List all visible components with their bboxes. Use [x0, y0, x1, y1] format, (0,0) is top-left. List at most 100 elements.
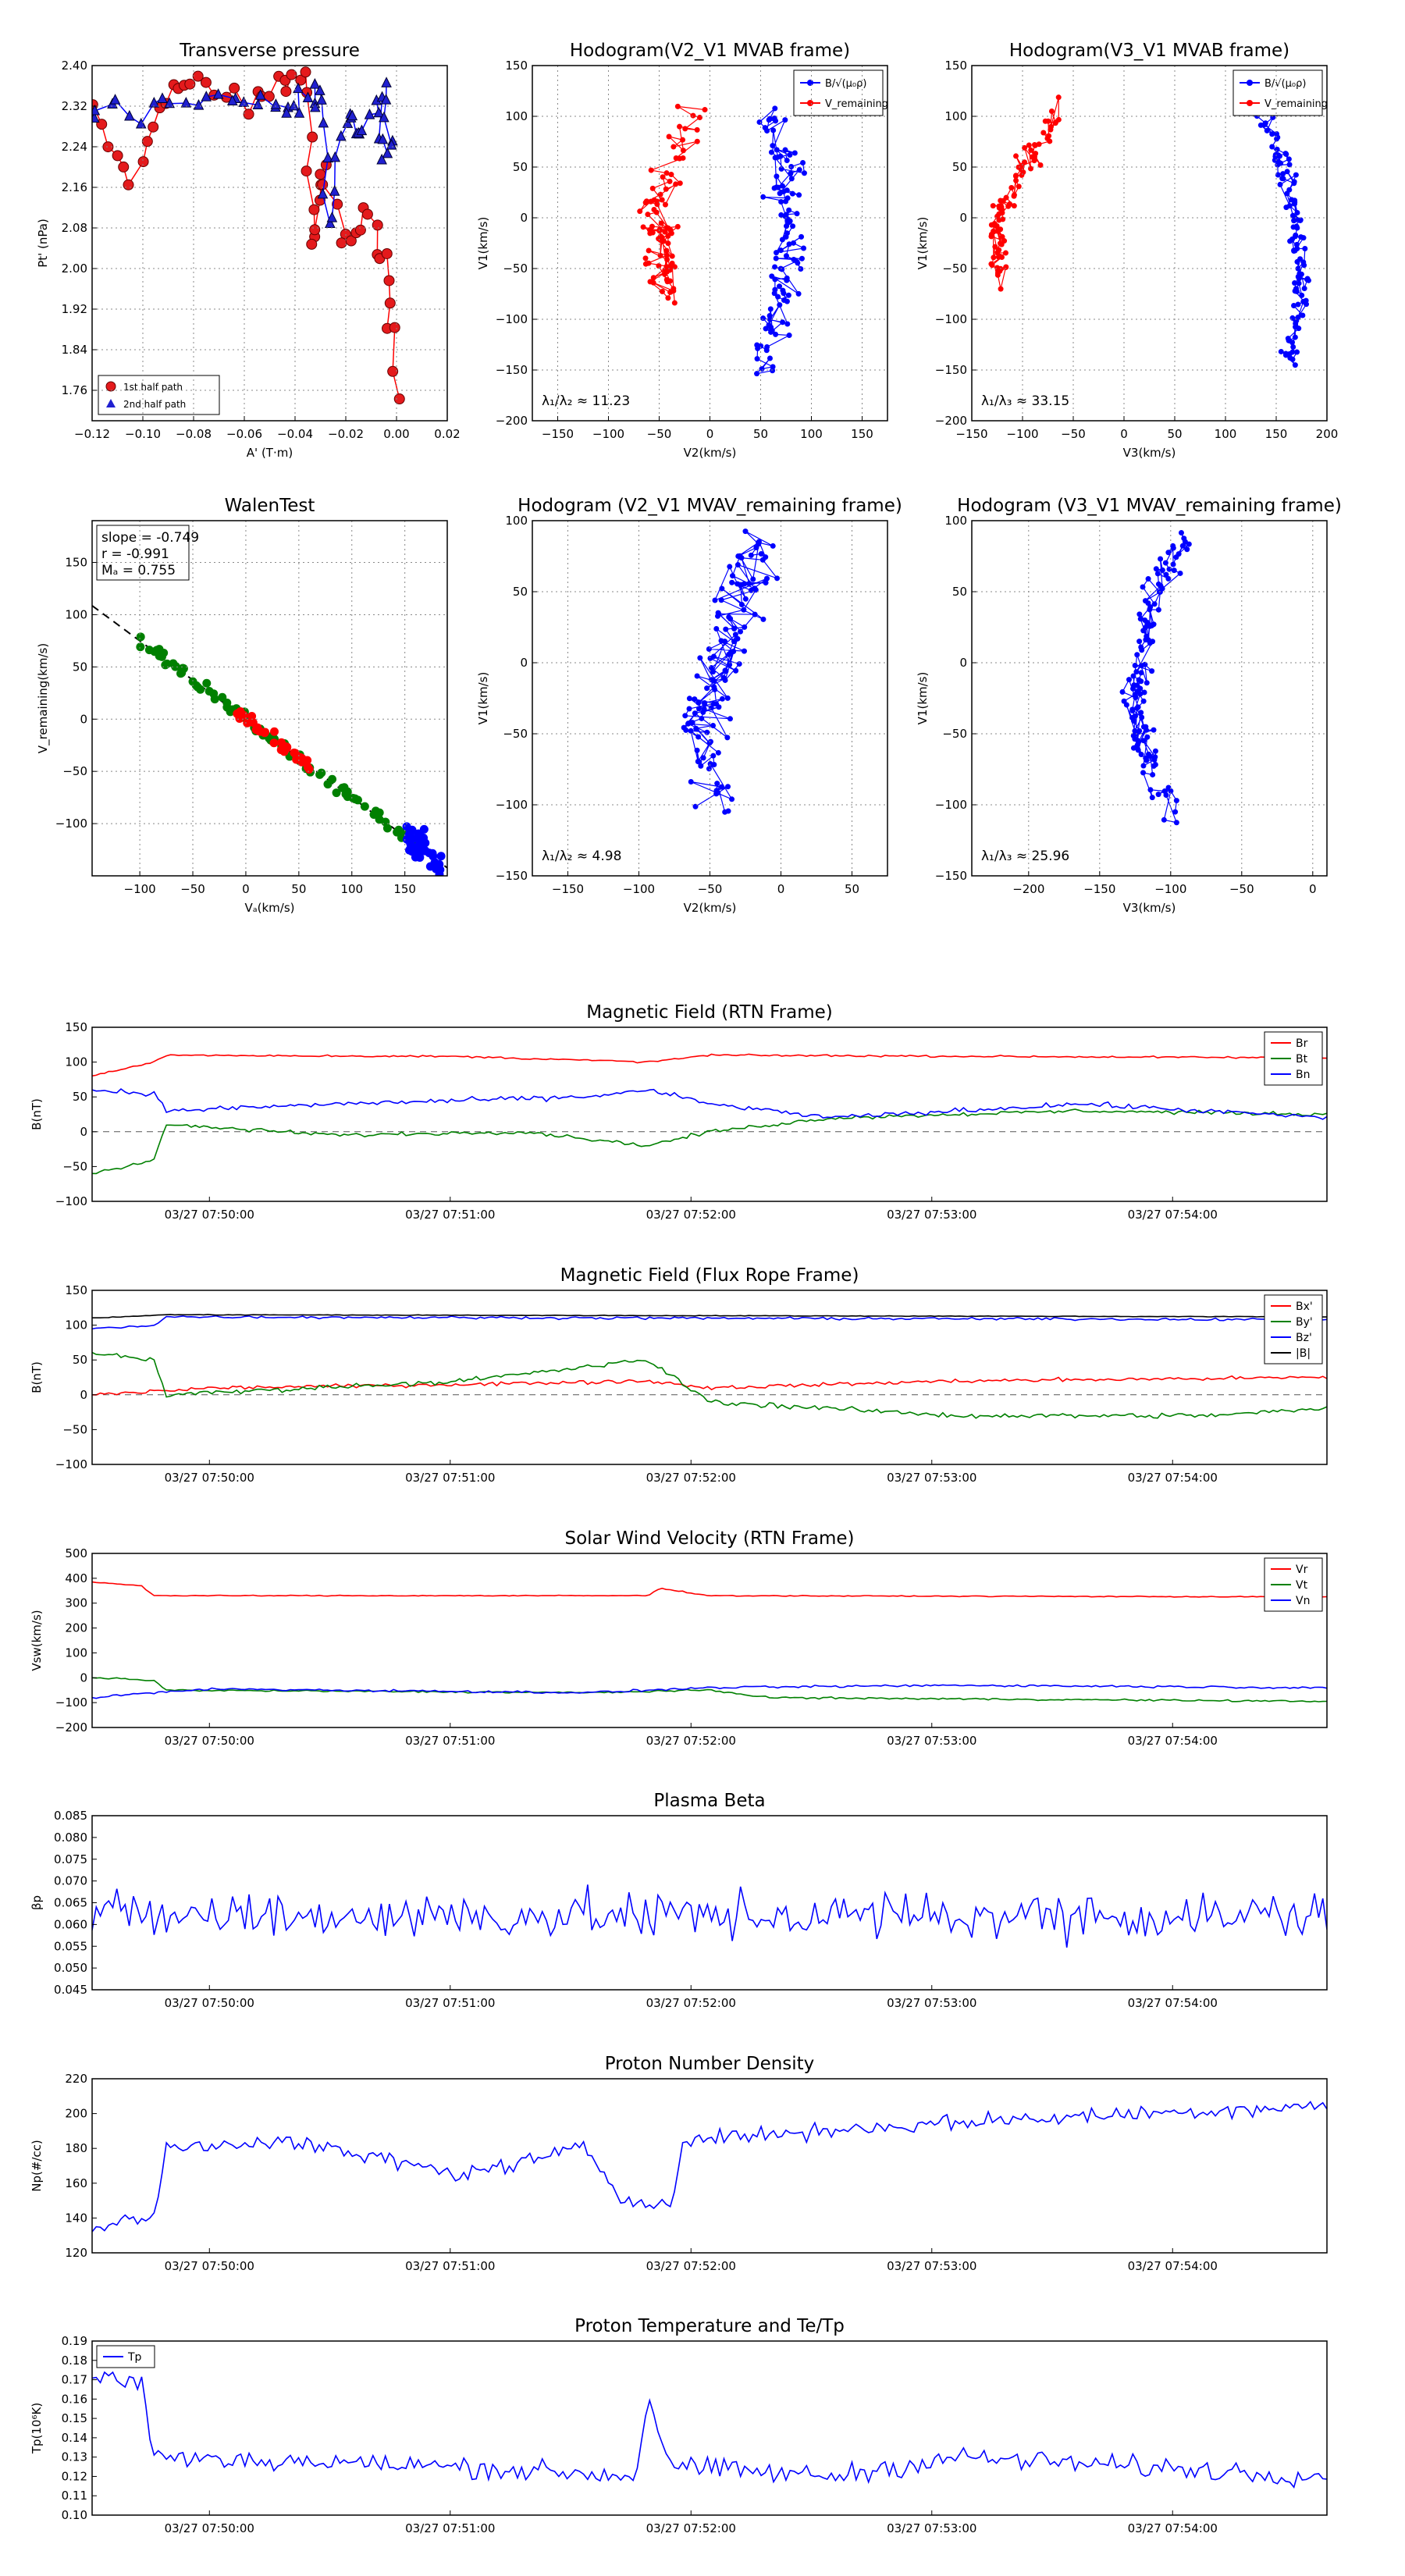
- data-point: [1170, 545, 1176, 551]
- data-point: [755, 345, 761, 351]
- y-tick-label: 300: [65, 1596, 87, 1610]
- data-point: [377, 133, 389, 144]
- data-point: [774, 147, 780, 153]
- data-point: [1134, 652, 1140, 658]
- data-point: [1013, 173, 1019, 179]
- data-point: [1133, 669, 1140, 675]
- data-point: [1140, 584, 1146, 590]
- data-point: [309, 77, 321, 89]
- y-tick-label: 0.15: [62, 2411, 87, 2425]
- data-point: [781, 290, 787, 297]
- data-point: [1147, 753, 1154, 760]
- data-point: [767, 355, 773, 361]
- data-point: [1294, 258, 1300, 265]
- data-point: [999, 233, 1005, 240]
- data-point: [1264, 127, 1270, 133]
- y-tick-label: 0.18: [62, 2354, 87, 2368]
- data-point: [309, 101, 321, 112]
- data-point: [728, 649, 735, 655]
- data-point: [718, 784, 724, 790]
- data-point: [238, 96, 250, 107]
- data-point: [243, 718, 252, 728]
- data-point: [742, 624, 748, 630]
- data-point: [756, 539, 762, 545]
- data-point: [778, 199, 784, 205]
- data-point: [1159, 567, 1165, 573]
- data-point: [758, 551, 764, 557]
- data-point: [1293, 172, 1299, 178]
- data-point: [637, 208, 643, 215]
- data-point: [772, 155, 778, 161]
- chart-5: Hodogram (V3_V1 MVAV_remaining frame) λ₁/…: [916, 496, 1342, 915]
- data-point: [269, 727, 279, 736]
- chart-title: Magnetic Field (Flux Rope Frame): [560, 1265, 859, 1286]
- plot-area: [988, 94, 1311, 368]
- data-point: [788, 170, 794, 176]
- data-point: [1130, 673, 1136, 679]
- legend-marker: [807, 80, 813, 86]
- y-tick-label: 150: [944, 59, 967, 73]
- data-point: [1269, 131, 1275, 137]
- data-point: [692, 803, 699, 809]
- data-point: [767, 313, 773, 319]
- chart-0: Transverse pressure 1st half path 2nd half…: [36, 41, 461, 460]
- data-point: [336, 237, 347, 249]
- y-tick-label: −50: [503, 727, 528, 741]
- data-point: [683, 727, 689, 733]
- data-point: [1149, 795, 1155, 801]
- data-point: [748, 587, 754, 593]
- data-point: [1149, 668, 1155, 674]
- data-point: [654, 201, 660, 208]
- x-axis-label: A' (T·m): [247, 446, 293, 460]
- data-point: [722, 639, 728, 645]
- series-line-np: [92, 2101, 1327, 2233]
- y-tick-label: 50: [513, 160, 528, 174]
- data-point: [742, 528, 749, 535]
- x-tick-label: −100: [623, 882, 655, 896]
- y-tick-label: 0.070: [54, 1874, 87, 1888]
- x-tick-label: 50: [753, 427, 768, 441]
- data-point: [164, 97, 175, 109]
- x-tick-label: 03/27 07:51:00: [405, 1996, 495, 2010]
- data-point: [735, 562, 741, 568]
- y-tick-label: −100: [935, 798, 967, 812]
- data-point: [784, 321, 791, 327]
- legend-label: Bz': [1296, 1332, 1312, 1344]
- data-point: [665, 295, 671, 301]
- data-point: [794, 211, 800, 217]
- data-point: [202, 678, 212, 688]
- data-point: [663, 225, 670, 231]
- legend-label: Tp: [127, 2351, 142, 2364]
- data-point: [664, 252, 670, 258]
- data-point: [123, 179, 134, 190]
- y-tick-label: 0.050: [54, 1961, 87, 1975]
- legend-label: By': [1296, 1316, 1313, 1329]
- data-point: [779, 266, 785, 272]
- data-point: [1135, 747, 1141, 753]
- data-point: [707, 761, 713, 767]
- data-point: [1272, 151, 1279, 158]
- plot-area: [92, 1884, 1327, 1948]
- chart-title: Proton Temperature and Te/Tp: [574, 2316, 845, 2336]
- chart-6: Magnetic Field (RTN Frame) 03/27 07:50:00…: [30, 1002, 1328, 1222]
- data-point: [670, 288, 677, 294]
- data-point: [1142, 617, 1148, 623]
- x-tick-label: −200: [1012, 882, 1044, 896]
- x-tick-label: 03/27 07:50:00: [165, 1996, 254, 2010]
- data-point: [1011, 192, 1017, 198]
- legend: Br Bt Bn: [1264, 1031, 1323, 1086]
- data-point: [791, 240, 797, 246]
- legend-label: V_remaining: [1264, 98, 1328, 110]
- data-point: [148, 121, 159, 133]
- data-point: [1150, 771, 1156, 777]
- data-point: [693, 725, 699, 731]
- data-point: [1294, 225, 1300, 231]
- data-point: [1000, 197, 1006, 204]
- x-tick-label: 03/27 07:54:00: [1128, 1208, 1218, 1222]
- x-tick-label: −50: [647, 427, 672, 441]
- data-point: [393, 393, 405, 405]
- data-point: [736, 661, 742, 667]
- data-point: [759, 557, 766, 563]
- data-point: [343, 787, 352, 796]
- data-point: [1275, 134, 1281, 141]
